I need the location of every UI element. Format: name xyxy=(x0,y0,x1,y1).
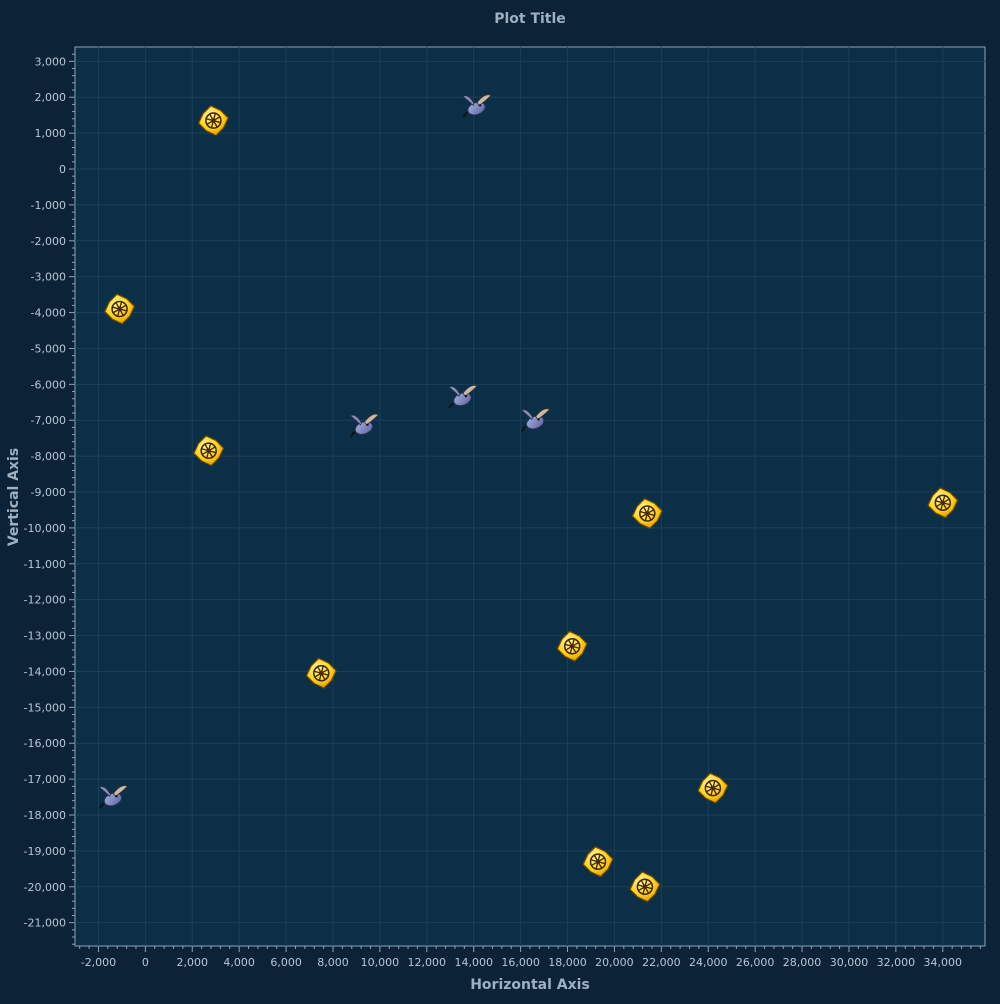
x-tick-label: 12,000 xyxy=(408,956,447,969)
y-tick-label: -11,000 xyxy=(24,558,66,571)
wheel-icon xyxy=(927,487,959,519)
wheel-icon xyxy=(631,497,663,530)
x-tick-label: 18,000 xyxy=(548,956,587,969)
grid-lines xyxy=(75,47,985,946)
y-tick-label: -12,000 xyxy=(24,594,66,607)
y-tick-label: -20,000 xyxy=(24,881,66,894)
x-tick-label: 6,000 xyxy=(270,956,302,969)
y-tick-label: -19,000 xyxy=(24,845,66,858)
x-tick-label: -2,000 xyxy=(81,956,116,969)
y-tick-label: -7,000 xyxy=(31,414,66,427)
wheel-icon xyxy=(193,435,225,467)
y-tick-label: -16,000 xyxy=(24,737,66,750)
plot-area xyxy=(74,46,986,947)
y-tick-label: -21,000 xyxy=(24,917,66,930)
wheel-icon xyxy=(305,657,337,689)
wheel-icon xyxy=(697,772,729,804)
y-tick-label: -10,000 xyxy=(24,522,66,535)
x-tick-label: 16,000 xyxy=(501,956,540,969)
x-tick-label: 30,000 xyxy=(830,956,869,969)
bird-icon xyxy=(448,385,478,409)
y-tick-label: -18,000 xyxy=(24,809,66,822)
x-tick-label: 34,000 xyxy=(924,956,963,969)
x-tick-label: 0 xyxy=(142,956,149,969)
x-tick-label: 10,000 xyxy=(361,956,400,969)
y-tick-label: -17,000 xyxy=(24,773,66,786)
axes: -2,000 0 2,000 4,000 6,000 8,000 10,000 12,000 1… xyxy=(24,53,981,969)
wheel-icon xyxy=(104,293,136,325)
bird-icon xyxy=(520,408,551,433)
x-tick-label: 26,000 xyxy=(736,956,775,969)
y-tick-label: 0 xyxy=(59,163,66,176)
y-tick-label: -14,000 xyxy=(24,665,66,678)
y-tick-label: -8,000 xyxy=(31,450,66,463)
x-tick-label: 22,000 xyxy=(642,956,681,969)
y-tick-label: -13,000 xyxy=(24,630,66,643)
y-tick-label: -3,000 xyxy=(31,271,66,284)
y-tick-label: -2,000 xyxy=(31,235,66,248)
data-points xyxy=(98,94,959,903)
wheel-icon xyxy=(556,630,588,662)
plot-title: Plot Title xyxy=(494,11,566,27)
y-tick-label: -6,000 xyxy=(31,378,66,391)
x-tick-label: 2,000 xyxy=(177,956,209,969)
x-tick-label: 28,000 xyxy=(783,956,822,969)
y-axis-title: Vertical Axis xyxy=(6,448,22,546)
x-tick-label: 32,000 xyxy=(877,956,916,969)
y-tick-label: -1,000 xyxy=(31,199,66,212)
wheel-icon xyxy=(197,105,229,137)
x-tick-label: 24,000 xyxy=(689,956,728,969)
bird-icon xyxy=(98,785,129,809)
y-tick-label: -15,000 xyxy=(24,701,66,714)
x-tick-label: 8,000 xyxy=(317,956,349,969)
y-tick-label: -4,000 xyxy=(31,307,66,320)
bird-icon xyxy=(462,94,492,119)
y-tick-label: -9,000 xyxy=(31,486,66,499)
x-tick-label: 4,000 xyxy=(223,956,255,969)
x-tick-label: 20,000 xyxy=(595,956,634,969)
y-tick-label: 2,000 xyxy=(35,91,67,104)
wheel-icon xyxy=(629,871,661,903)
y-tick-label: -5,000 xyxy=(31,342,66,355)
x-tick-label: 14,000 xyxy=(454,956,493,969)
x-axis-title: Horizontal Axis xyxy=(470,977,590,993)
bird-icon xyxy=(349,413,380,438)
y-tick-label: 1,000 xyxy=(35,127,67,140)
y-tick-label: 3,000 xyxy=(35,55,67,68)
wheel-icon xyxy=(582,846,614,878)
